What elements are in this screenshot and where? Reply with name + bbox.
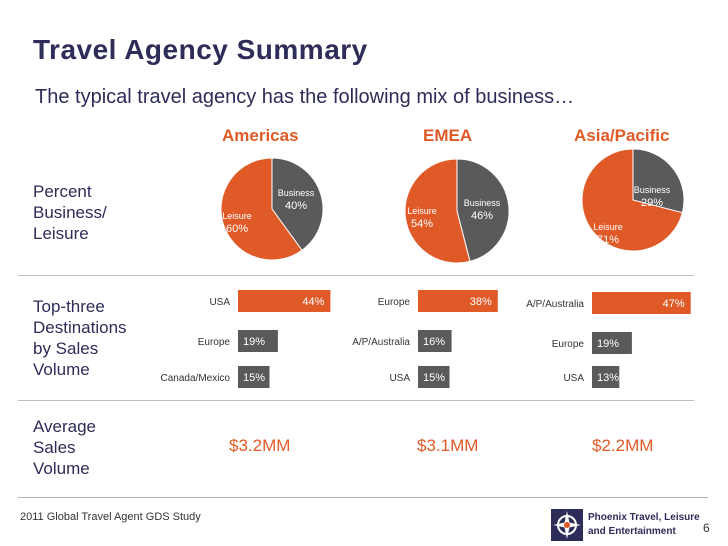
region-asia-pacific-heading: Asia/Pacific	[574, 126, 670, 145]
row-divider	[18, 400, 694, 401]
sales-value-asia-pacific: $2.2MM	[592, 436, 654, 455]
destination-label: Canada/Mexico	[161, 373, 231, 384]
destination-bar	[418, 290, 498, 312]
logo-text: Phoenix Travel, Leisure and Entertainmen…	[588, 512, 700, 537]
region-emea-heading: EMEA	[423, 126, 473, 145]
region-americas-heading: Americas	[222, 126, 299, 145]
pie-slice-business	[632, 148, 685, 214]
row-label-destinations: Top-three Destinations by Sales Volume	[33, 297, 127, 379]
destination-bar	[418, 330, 452, 352]
destination-label: Europe	[198, 337, 231, 348]
company-logo: Phoenix Travel, Leisure and Entertainmen…	[550, 508, 700, 544]
pie-label-business: Business	[464, 198, 501, 208]
destination-bar	[592, 366, 620, 388]
destination-label: USA	[209, 297, 230, 308]
destination-value: 19%	[597, 338, 619, 350]
pie-value-business: 29%	[641, 197, 663, 209]
sales-value-emea: $3.1MM	[417, 436, 479, 455]
destination-bar	[592, 292, 691, 314]
pie-label-business: Business	[634, 185, 671, 195]
destination-label: Europe	[378, 297, 411, 308]
pie-value-leisure: 60%	[226, 223, 248, 235]
page-subtitle: The typical travel agency has the follow…	[35, 86, 575, 108]
compass-logo-icon	[551, 509, 583, 541]
destination-value: 47%	[663, 298, 685, 310]
pie-value-business: 46%	[471, 210, 493, 222]
destination-bar	[238, 290, 331, 312]
destination-bar	[592, 332, 632, 354]
destination-value: 19%	[243, 336, 265, 348]
pie-value-leisure: 71%	[597, 234, 619, 246]
destination-value: 38%	[470, 296, 492, 308]
destination-label: USA	[563, 373, 584, 384]
pie-slice-leisure	[581, 148, 684, 252]
pie-label-business: Business	[278, 188, 315, 198]
pie-value-leisure: 54%	[411, 218, 433, 230]
row-label-sales: Average Sales Volume	[33, 417, 97, 478]
pie-label-leisure: Leisure	[222, 211, 252, 221]
pie-slice-business	[456, 158, 510, 262]
destination-bar	[238, 330, 278, 352]
footer-divider	[18, 497, 708, 498]
footer-source: 2011 Global Travel Agent GDS Study	[20, 511, 201, 523]
row-divider	[18, 275, 694, 276]
destination-bar	[238, 366, 270, 388]
sales-value-americas: $3.2MM	[229, 436, 291, 455]
destination-label: A/P/Australia	[526, 299, 584, 310]
destination-value: 15%	[423, 372, 445, 384]
destination-value: 13%	[597, 372, 619, 384]
page-number: 6	[703, 521, 710, 535]
pie-slice-business	[271, 157, 324, 251]
destination-label: Europe	[552, 339, 585, 350]
page-title: Travel Agency Summary	[33, 34, 368, 65]
pie-label-leisure: Leisure	[407, 206, 437, 216]
pie-slice-leisure	[220, 157, 303, 261]
pie-label-leisure: Leisure	[593, 222, 623, 232]
row-label-percent: Percent Business/ Leisure	[33, 182, 107, 243]
pie-slice-leisure	[404, 158, 471, 264]
pie-value-business: 40%	[285, 200, 307, 212]
destination-value: 44%	[302, 296, 324, 308]
destination-label: USA	[389, 373, 410, 384]
destination-label: A/P/Australia	[352, 337, 410, 348]
destination-value: 16%	[423, 336, 445, 348]
destination-value: 15%	[243, 372, 265, 384]
destination-bar	[418, 366, 450, 388]
